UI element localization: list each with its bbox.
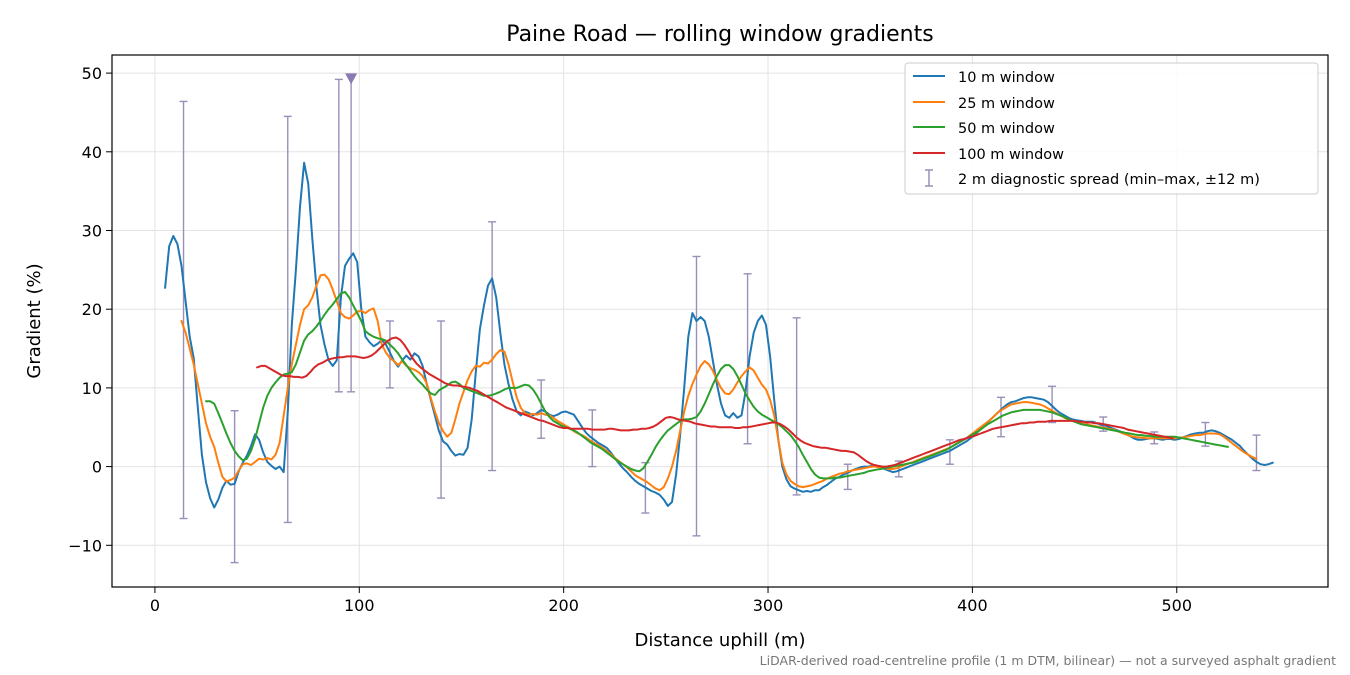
clipped-markers <box>345 73 358 85</box>
y-tick-label: 10 <box>82 379 102 398</box>
series-lines <box>164 161 1274 509</box>
y-tick-label: 20 <box>82 300 102 319</box>
x-tick-label: 0 <box>150 596 160 615</box>
plot-frame <box>111 54 1329 588</box>
y-tick-label: −10 <box>68 536 102 555</box>
x-tick-label: 500 <box>1161 596 1192 615</box>
series-line-50m <box>205 290 1229 480</box>
series-line-10m <box>164 161 1274 509</box>
legend: 10 m window 25 m window 50 m window 100 … <box>904 62 1319 195</box>
y-tick-label: 40 <box>82 143 102 162</box>
legend-label-50m: 50 m window <box>958 121 1055 137</box>
clipped-marker <box>345 73 358 85</box>
diagnostic-spread-bars <box>179 78 1261 564</box>
series-line-25m <box>180 273 1258 492</box>
legend-label-100m: 100 m window <box>958 147 1064 163</box>
y-tick-label: 30 <box>82 221 102 240</box>
y-tick-label: 50 <box>82 64 102 83</box>
legend-swatch-spread <box>925 169 933 187</box>
footnote: LiDAR-derived road-centreline profile (1… <box>760 653 1336 668</box>
x-tick-label: 300 <box>753 596 784 615</box>
y-tick-label: 0 <box>92 458 102 477</box>
y-axis-ticks: −10 0 10 20 30 40 50 <box>68 64 112 555</box>
legend-label-spread: 2 m diagnostic spread (min–max, ±12 m) <box>958 172 1260 188</box>
legend-box <box>904 62 1319 195</box>
x-tick-label: 100 <box>344 596 375 615</box>
series-line-100m <box>256 336 1174 468</box>
x-axis-ticks: 0 100 200 300 400 500 <box>150 587 1192 615</box>
x-axis-label: Distance uphill (m) <box>635 630 806 651</box>
chart-title: Paine Road — rolling window gradients <box>506 22 933 47</box>
legend-label-25m: 25 m window <box>958 96 1055 112</box>
x-tick-label: 400 <box>957 596 988 615</box>
y-axis-label: Gradient (%) <box>24 263 45 378</box>
x-tick-label: 200 <box>548 596 579 615</box>
legend-label-10m: 10 m window <box>958 70 1055 86</box>
